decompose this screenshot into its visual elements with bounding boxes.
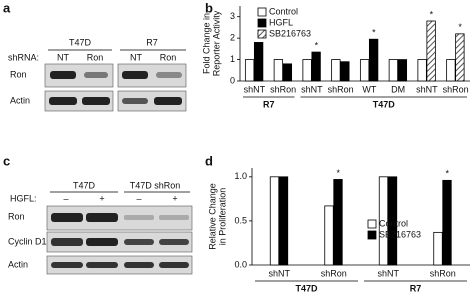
bar (278, 176, 289, 266)
bar (378, 176, 389, 266)
x-tick-label: shNT (301, 84, 323, 94)
x-tick-label: shNT (244, 84, 266, 94)
cell-line: T47D (73, 180, 96, 190)
y-tick-label: 0.0 (234, 259, 247, 269)
panel-a: a T47D R7 shRNA: NT Ron NT Ron Ron Actin (3, 0, 187, 112)
lane-label: NT (130, 52, 142, 62)
legend-label: HGFL (269, 17, 293, 27)
x-tick-label: shNT (268, 268, 290, 278)
bar (433, 231, 443, 266)
x-tick-label: WT (362, 84, 376, 94)
bar (324, 205, 334, 266)
x-tick-label: shRon (321, 268, 347, 278)
bar (253, 42, 264, 82)
row-label: Ron (8, 211, 25, 221)
row-label: Actin (8, 259, 28, 269)
bar (397, 59, 408, 82)
group-label: R7 (263, 99, 275, 109)
legend-label: Control (379, 218, 408, 228)
legend-swatch (257, 7, 267, 17)
significance: * (445, 169, 449, 179)
significance: * (458, 22, 462, 32)
y-tick-label: 3 (230, 11, 235, 21)
bar (331, 59, 341, 82)
row-label: Ron (10, 69, 27, 79)
x-tick-label: shNT (377, 268, 399, 278)
panel-letter: d (205, 153, 213, 168)
bar (359, 59, 370, 82)
x-tick-label: shRon (270, 84, 296, 94)
lane-label: + (99, 193, 104, 203)
lane-label: – (63, 193, 68, 203)
bar (455, 33, 465, 82)
bar (446, 59, 456, 82)
cell-line: T47D shRon (130, 180, 181, 190)
cell-line: T47D (69, 37, 92, 47)
x-tick-label: DM (391, 84, 405, 94)
bar (387, 176, 398, 266)
lane-label: Ron (87, 52, 104, 62)
bar (388, 59, 399, 82)
bar (368, 38, 379, 82)
lane-label: Ron (160, 52, 177, 62)
legend-swatch (257, 29, 267, 39)
bar (269, 176, 280, 266)
significance: * (315, 40, 319, 50)
bar (311, 51, 321, 82)
bar (244, 59, 255, 82)
y-axis-title: Relative Change (207, 183, 217, 250)
lane-title: shRNA: (8, 52, 39, 62)
legend-label: SB216763 (379, 229, 421, 239)
row-label: Actin (10, 95, 30, 105)
group-label: R7 (410, 283, 422, 293)
cell-line: R7 (146, 37, 158, 47)
y-tick-label: 1.0 (234, 171, 247, 181)
row-label: Cyclin D1 (8, 236, 47, 246)
panel-c: c T47D T47D shRon HGFL: – + – + Ron Cycl… (3, 153, 193, 275)
significance: * (430, 9, 434, 19)
panel-letter: c (3, 153, 10, 168)
y-axis-title: Fold Change in (201, 13, 211, 74)
bar (442, 179, 452, 266)
y-tick-label: 1 (230, 54, 235, 64)
legend-swatch (367, 230, 377, 240)
bar (282, 63, 293, 82)
bar (340, 61, 350, 82)
bar (273, 59, 284, 82)
bar (417, 59, 427, 82)
legend-label: Control (269, 6, 298, 16)
y-tick-label: 0 (230, 75, 235, 85)
bar (333, 179, 343, 266)
lane-label: + (172, 193, 177, 203)
bar (302, 59, 312, 82)
lane-title: HGFL: (10, 193, 37, 203)
legend-label: SB216763 (269, 28, 311, 38)
lane-label: NT (57, 52, 69, 62)
lane-label: – (136, 193, 141, 203)
y-tick-label: 0.5 (234, 215, 247, 225)
significance: * (336, 168, 340, 178)
legend-swatch (367, 219, 377, 229)
x-tick-label: shRon (430, 268, 456, 278)
panel-letter: b (205, 0, 213, 15)
significance: * (372, 28, 376, 38)
y-axis-title: Reporter Activity (211, 10, 221, 76)
panel-letter: a (3, 0, 11, 15)
y-tick-label: 2 (230, 33, 235, 43)
y-axis-title: in Proliferation (217, 188, 227, 246)
bar (426, 20, 436, 82)
group-label: T47D (295, 283, 318, 293)
x-tick-label: shRon (328, 84, 354, 94)
x-tick-label: shRon (443, 84, 469, 94)
group-label: T47D (373, 99, 396, 109)
x-tick-label: shNT (416, 84, 438, 94)
legend-swatch (257, 18, 267, 28)
